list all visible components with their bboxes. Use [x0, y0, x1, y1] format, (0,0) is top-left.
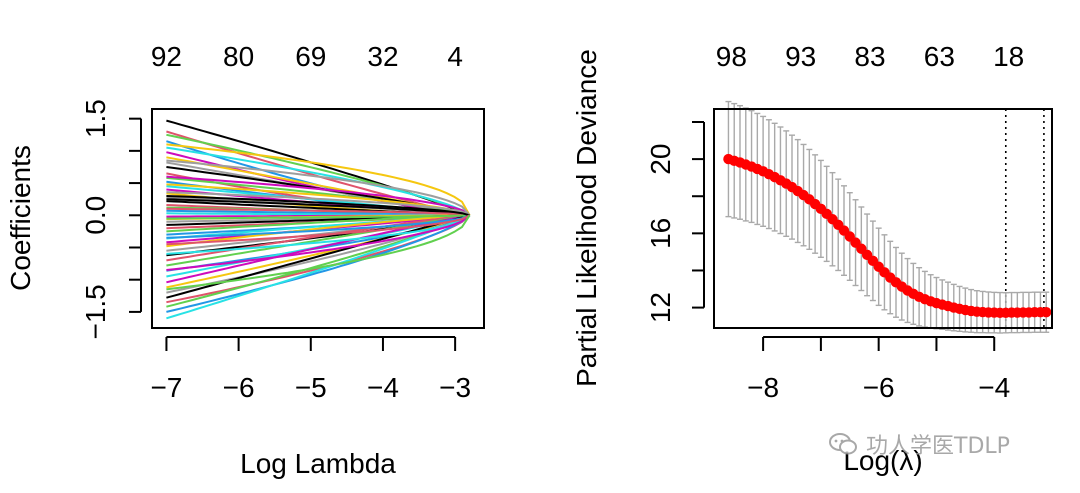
- top-axis: 92 80 69 32 4: [151, 41, 463, 72]
- x-tick-label: −4: [978, 372, 1010, 403]
- top-axis-label: 98: [716, 41, 747, 72]
- x-axis: −8 −6 −4: [747, 336, 1010, 403]
- y-tick-label: 20: [645, 144, 676, 175]
- plot-frame: [713, 108, 1053, 329]
- coefficient-path: [166, 207, 470, 217]
- coefficient-path: [166, 214, 471, 320]
- chat-bubble-icon: [829, 433, 857, 455]
- plot-frame: [151, 108, 485, 329]
- top-axis-label: 63: [924, 41, 955, 72]
- x-tick-label: −5: [295, 372, 327, 403]
- y-tick-label: −1.5: [80, 284, 111, 339]
- coefficient-path: [166, 191, 471, 217]
- coefficient-path: [166, 146, 471, 217]
- coefficient-path: [166, 175, 471, 217]
- coefficient-path: [166, 195, 470, 217]
- error-bars: [725, 100, 1050, 334]
- coefficient-path: [166, 214, 470, 239]
- y-tick-label: 16: [645, 218, 676, 249]
- top-axis-label: 32: [367, 41, 398, 72]
- watermark: 功人学医TDLP: [828, 428, 1010, 460]
- top-axis: 98 93 83 63 18: [716, 41, 1024, 72]
- x-axis-label: Log(λ): [843, 445, 922, 476]
- top-axis-label: 92: [151, 41, 182, 72]
- coefficient-path: [166, 214, 471, 313]
- coefficient-path: [166, 143, 471, 216]
- top-axis-label: 69: [295, 41, 326, 72]
- x-tick-label: −6: [863, 372, 895, 403]
- mean-point: [1041, 307, 1052, 318]
- top-axis-label: 18: [993, 41, 1024, 72]
- y-tick-label: 0.0: [80, 196, 111, 235]
- y-axis: 12 16 20: [645, 120, 705, 323]
- x-tick-label: −7: [150, 372, 182, 403]
- coefficient-path-chart: −7 −6 −5 −4 −3 −1.5 0.0 1.5 92 80 69 32 4 Log Lamb…: [5, 41, 485, 479]
- x-axis-label: Log Lambda: [240, 448, 396, 479]
- coefficient-path: [166, 214, 470, 299]
- coefficient-path: [166, 214, 471, 291]
- top-axis-label: 80: [223, 41, 254, 72]
- mean-deviance-points: [723, 153, 1052, 318]
- y-axis: −1.5 0.0 1.5: [80, 99, 142, 340]
- coefficient-path: [166, 214, 470, 220]
- coefficient-path: [166, 214, 471, 271]
- x-tick-label: −3: [439, 372, 471, 403]
- y-axis-label: Coefficients: [5, 145, 36, 291]
- coefficient-path: [166, 214, 471, 246]
- top-axis-label: 93: [785, 41, 816, 72]
- top-axis-label: 4: [447, 41, 463, 72]
- coefficient-path: [166, 214, 470, 262]
- x-axis: −7 −6 −5 −4 −3: [150, 336, 471, 403]
- coefficient-paths: [166, 119, 471, 320]
- x-tick-label: −6: [223, 372, 255, 403]
- coefficient-path: [166, 214, 471, 255]
- top-axis-label: 83: [854, 41, 885, 72]
- coefficient-path: [166, 183, 471, 217]
- coefficient-path: [166, 198, 470, 217]
- x-tick-label: −8: [747, 372, 779, 403]
- cv-deviance-chart: −8 −6 −4 12 16 20 98 93 83 63 18 Log(λ) Partial …: [571, 41, 1053, 476]
- x-tick-label: −4: [367, 372, 399, 403]
- lambda-reference-lines: [1004, 109, 1045, 328]
- y-tick-label: 1.5: [80, 99, 111, 138]
- y-tick-label: 12: [645, 292, 676, 323]
- y-axis-label: Partial Likelihood Deviance: [571, 49, 602, 387]
- watermark-text: 功人学医TDLP: [866, 434, 1010, 459]
- coefficient-path: [166, 159, 471, 216]
- coefficient-path: [166, 214, 470, 248]
